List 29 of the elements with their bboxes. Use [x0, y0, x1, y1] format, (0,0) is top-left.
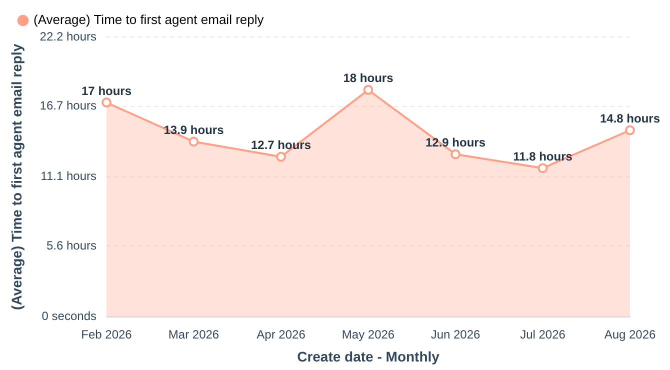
x-tick-label: Mar 2026 [168, 327, 220, 342]
point [188, 136, 199, 147]
legend-label: (Average) Time to first agent email reply [34, 12, 264, 28]
point [102, 98, 112, 108]
data-label: 13.9 hours [164, 122, 224, 137]
x-tick-label: Apr 2026 [256, 327, 306, 342]
x-tick-label: Feb 2026 [81, 327, 132, 342]
data-label: 14.8 hours [600, 112, 660, 126]
y-tick-label: 22.2 hours [40, 29, 97, 44]
x-tick-label: Aug 2026 [604, 327, 656, 342]
data-label: 12.7 hours [250, 138, 312, 152]
point [538, 163, 548, 174]
x-tick-label: Jun 2026 [430, 327, 481, 342]
y-tick-label: 16.7 hours [40, 98, 97, 113]
y-tick-label: 0 seconds [42, 309, 97, 324]
point [363, 84, 374, 95]
point [625, 125, 635, 136]
x-tick-label: Jul 2026 [520, 327, 566, 342]
x-tick-label: May 2026 [342, 327, 395, 342]
data-label: 17 hours [82, 84, 132, 98]
y-tick-label: 11.1 hours [40, 169, 97, 184]
y-tick-label: 5.6 hours [46, 238, 97, 253]
data-label: 11.8 hours [513, 149, 573, 164]
point [276, 152, 286, 162]
data-label: 12.9 hours [425, 136, 486, 150]
x-axis-title: Create date - Monthly [297, 348, 440, 364]
y-axis-title: (Average) Time to first agent email reply [8, 44, 24, 310]
data-label: 18 hours [343, 71, 394, 86]
point [450, 149, 461, 160]
